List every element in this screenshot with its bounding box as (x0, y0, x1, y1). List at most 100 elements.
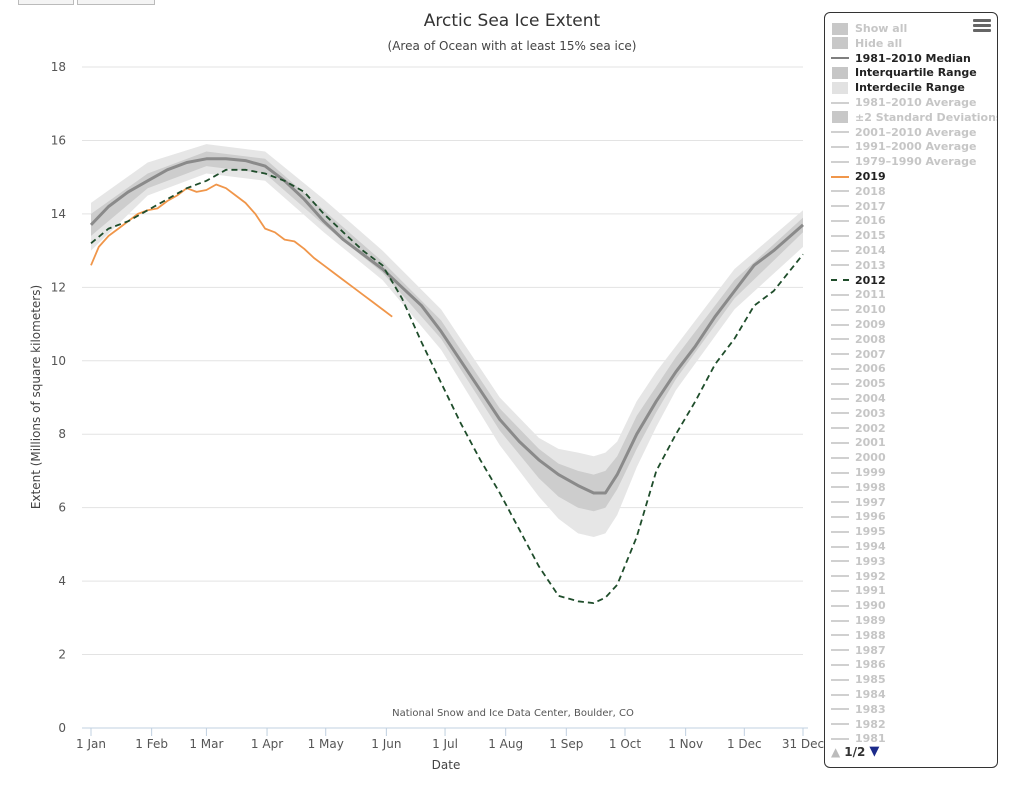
legend-item-interdecile-range[interactable]: Interdecile Range (831, 80, 965, 95)
legend-item-2001[interactable]: 2001 (831, 435, 886, 450)
legend-symbol (831, 51, 849, 65)
legend-item-1988[interactable]: 1988 (831, 628, 886, 643)
legend-item-1998[interactable]: 1998 (831, 480, 886, 495)
y-tick-label: 16 (51, 133, 66, 147)
legend-item-2004[interactable]: 2004 (831, 391, 886, 406)
legend-symbol (831, 466, 849, 480)
interquartile-range-band (91, 151, 803, 512)
chart-credit: National Snow and Ice Data Center, Bould… (392, 708, 634, 719)
legend-item-1999[interactable]: 1999 (831, 465, 886, 480)
legend-item-label: 2004 (855, 392, 886, 405)
legend-item-1981-2010-average[interactable]: 1981–2010 Average (831, 95, 977, 110)
legend-item-1984[interactable]: 1984 (831, 687, 886, 702)
page-up-icon[interactable]: ▲ (831, 744, 841, 759)
legend-item-1995[interactable]: 1995 (831, 524, 886, 539)
legend-symbol (831, 658, 849, 672)
legend-item-2019[interactable]: 2019 (831, 169, 886, 184)
legend-item-2015[interactable]: 2015 (831, 228, 886, 243)
legend-item-1986[interactable]: 1986 (831, 657, 886, 672)
legend-item-1981-2010-median[interactable]: 1981–2010 Median (831, 51, 971, 66)
legend-item-label: 1982 (855, 717, 886, 731)
legend-symbol (831, 273, 849, 287)
legend-item-2009[interactable]: 2009 (831, 317, 886, 332)
legend-item-1993[interactable]: 1993 (831, 554, 886, 569)
legend-item-1983[interactable]: 1983 (831, 702, 886, 717)
legend-symbol (831, 347, 849, 361)
legend-item-1979-1990-average[interactable]: 1979–1990 Average (831, 154, 977, 169)
legend-item-label: 2018 (855, 184, 886, 198)
legend-item-label: 1985 (855, 673, 886, 687)
legend-item-1991[interactable]: 1991 (831, 583, 886, 598)
x-tick-label: 1 Sep (549, 737, 583, 751)
page-down-icon[interactable]: ▼ (869, 744, 880, 759)
legend-item-1992[interactable]: 1992 (831, 569, 886, 584)
legend-item-2002[interactable]: 2002 (831, 421, 886, 436)
hamburger-menu-icon[interactable] (973, 19, 991, 33)
legend-item-label: 2016 (855, 214, 886, 228)
legend-item-2018[interactable]: 2018 (831, 184, 886, 199)
legend-item-2012[interactable]: 2012 (831, 273, 886, 288)
legend-symbol (831, 643, 849, 657)
legend-item-2000[interactable]: 2000 (831, 450, 886, 465)
legend-symbol (831, 451, 849, 465)
legend-item-label: 1994 (855, 540, 886, 553)
legend-symbol (831, 362, 849, 376)
y-tick-label: 10 (51, 354, 66, 368)
x-tick-label: 1 Oct (609, 737, 641, 751)
legend-item-1985[interactable]: 1985 (831, 672, 886, 687)
legend-item-2013[interactable]: 2013 (831, 258, 886, 273)
legend-item-2011[interactable]: 2011 (831, 287, 886, 302)
legend-symbol (831, 81, 849, 95)
legend-item-2014[interactable]: 2014 (831, 243, 886, 258)
legend-item-interquartile-range[interactable]: Interquartile Range (831, 65, 977, 80)
x-tick-label: 1 Nov (668, 737, 703, 751)
y-axis-title: Extent (Millions of square kilometers) (29, 285, 43, 509)
legend-item-2017[interactable]: 2017 (831, 199, 886, 214)
legend-item-1982[interactable]: 1982 (831, 717, 886, 732)
legend-item-label: Hide all (855, 36, 903, 50)
y-tick-label: 6 (58, 501, 66, 515)
legend-symbol (831, 392, 849, 406)
legend-symbol (831, 96, 849, 110)
legend-symbol (831, 110, 849, 124)
legend-symbol (831, 732, 849, 743)
legend-item-1991-2000-average[interactable]: 1991–2000 Average (831, 139, 977, 154)
legend-item-1997[interactable]: 1997 (831, 495, 886, 510)
legend-item-1987[interactable]: 1987 (831, 643, 886, 658)
legend-item-label: 2009 (855, 318, 886, 331)
legend-item-label: Interquartile Range (855, 66, 977, 80)
legend-item-1996[interactable]: 1996 (831, 509, 886, 524)
x-tick-label: 1 Jan (76, 737, 106, 751)
legend-symbol (831, 673, 849, 687)
legend-item-2005[interactable]: 2005 (831, 376, 886, 391)
legend-item-1981[interactable]: 1981 (831, 731, 886, 743)
legend-item-hide-all[interactable]: Hide all (831, 36, 902, 51)
legend-item-1989[interactable]: 1989 (831, 613, 886, 628)
legend-symbol (831, 199, 849, 213)
legend-symbol (831, 214, 849, 228)
y-tick-label: 0 (58, 721, 66, 735)
legend-item-2010[interactable]: 2010 (831, 302, 886, 317)
legend-item-2016[interactable]: 2016 (831, 213, 886, 228)
x-tick-label: 1 Dec (727, 737, 762, 751)
legend-symbol (831, 525, 849, 539)
legend-item-2001-2010-average[interactable]: 2001–2010 Average (831, 125, 977, 140)
legend-item-1994[interactable]: 1994 (831, 539, 886, 554)
legend-item-label: 1998 (855, 480, 886, 494)
legend-symbol (831, 599, 849, 613)
legend-item-1990[interactable]: 1990 (831, 598, 886, 613)
x-tick-label: 31 Dec (782, 737, 824, 751)
legend-item-label: 2019 (855, 170, 886, 183)
legend-item-label: 2002 (855, 421, 886, 435)
legend-item-2007[interactable]: 2007 (831, 347, 886, 362)
legend-item-label: 1981–2010 Median (855, 51, 971, 65)
legend-item-2003[interactable]: 2003 (831, 406, 886, 421)
legend-item-label: 1987 (855, 643, 886, 657)
legend-item-2-standard-deviations[interactable]: ±2 Standard Deviations (831, 110, 997, 125)
legend-item-2008[interactable]: 2008 (831, 332, 886, 347)
legend-item-show-all[interactable]: Show all (831, 21, 907, 36)
legend-item-2006[interactable]: 2006 (831, 361, 886, 376)
legend-items: Show all Hide all 1981–2010 Median Interqua… (825, 13, 997, 743)
y-tick-label: 14 (51, 207, 66, 221)
chart-subtitle: (Area of Ocean with at least 15% sea ice… (388, 39, 637, 53)
